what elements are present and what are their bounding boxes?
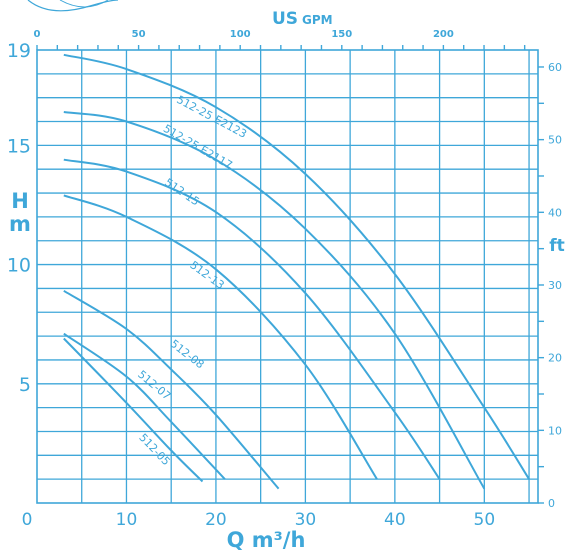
y-tick-label: 15 bbox=[7, 135, 31, 157]
curve-512-15 bbox=[63, 158, 441, 480]
top-tick-label: 50 bbox=[132, 29, 146, 40]
plot-frame bbox=[36, 49, 539, 504]
curve-512-07 bbox=[63, 332, 226, 480]
right-tick-label: 50 bbox=[548, 134, 562, 147]
x-tick-label: 40 bbox=[384, 510, 406, 530]
curve-512-08 bbox=[63, 289, 280, 490]
curve-label: 512-15 bbox=[162, 176, 202, 209]
y-tick-label: 19 bbox=[7, 40, 31, 62]
grid bbox=[36, 49, 539, 504]
right-tick-label: 30 bbox=[548, 279, 562, 292]
right-tick-label: 20 bbox=[548, 352, 562, 365]
top-axis-label: US bbox=[272, 9, 298, 29]
y-axis-label-h: H bbox=[11, 189, 29, 213]
x-tick-label: 50 bbox=[474, 510, 496, 530]
curve-label: 512-07 bbox=[135, 368, 173, 403]
top-tick-label: 0 bbox=[34, 29, 41, 40]
x-tick-label: 20 bbox=[205, 510, 227, 530]
right-tick-label: 60 bbox=[548, 61, 562, 74]
curve-label: 512-05 bbox=[136, 431, 172, 468]
y-tick-label: 10 bbox=[7, 255, 31, 277]
top-tick-label: 100 bbox=[230, 29, 251, 40]
y-tick-label: 5 bbox=[19, 374, 31, 396]
decorative-swoosh bbox=[27, 0, 119, 12]
right-tick-label: 0 bbox=[548, 497, 555, 510]
top-tick-label: 200 bbox=[433, 29, 454, 40]
curve-label: 512-08 bbox=[168, 337, 207, 371]
top-tick-label: 150 bbox=[331, 29, 352, 40]
curve-512-25-e2123 bbox=[63, 53, 530, 480]
curve-512-05 bbox=[63, 337, 204, 483]
top-axis-label-unit: GPM bbox=[302, 13, 333, 27]
x-tick-label: 10 bbox=[116, 510, 138, 530]
y-axis-label-m: m bbox=[9, 212, 31, 236]
x-axis-label: Q m³/h bbox=[227, 528, 306, 552]
y-right-axis-label: ft bbox=[549, 236, 565, 256]
decorative-swoosh-inner bbox=[59, 0, 109, 8]
curve-512-25-e2117 bbox=[63, 111, 486, 490]
right-tick-label: 40 bbox=[548, 206, 562, 219]
x-tick-label: 30 bbox=[295, 510, 317, 530]
curve-512-13 bbox=[63, 194, 378, 480]
x-tick-label: 0 bbox=[22, 510, 33, 530]
right-tick-label: 10 bbox=[548, 424, 562, 437]
